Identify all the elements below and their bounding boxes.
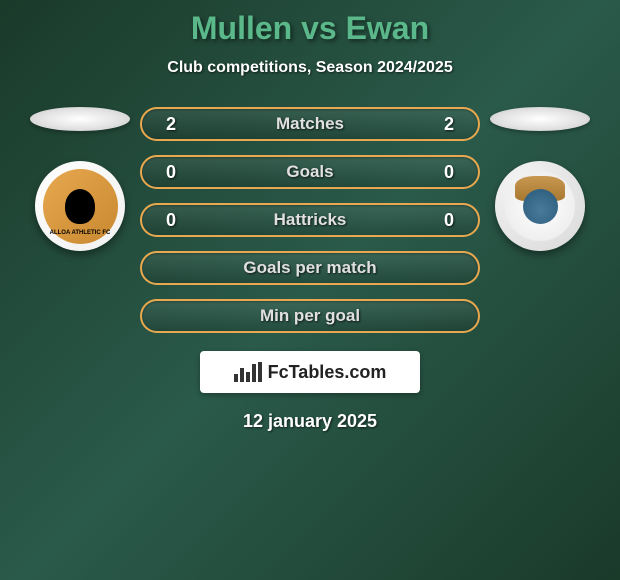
stat-right-val: 0 (434, 210, 464, 231)
chart-icon (234, 362, 262, 382)
right-player-pill (490, 107, 590, 131)
page-title: Mullen vs Ewan (0, 10, 620, 47)
stat-row-matches: 2 Matches 2 (140, 107, 480, 141)
stats-column: 2 Matches 2 0 Goals 0 0 Hattricks 0 Goal… (140, 107, 480, 333)
comparison-widget: Mullen vs Ewan Club competitions, Season… (0, 0, 620, 432)
right-player-column (490, 107, 590, 251)
stat-left-val: 0 (156, 162, 186, 183)
crest-inner: ALLOA ATHLETIC FC (43, 169, 118, 244)
stat-label: Min per goal (186, 306, 434, 326)
brand-link[interactable]: FcTables.com (200, 351, 420, 393)
right-club-crest[interactable] (495, 161, 585, 251)
stat-row-gpm: Goals per match (140, 251, 480, 285)
stat-label: Matches (186, 114, 434, 134)
stat-left-val: 0 (156, 210, 186, 231)
stat-row-mpg: Min per goal (140, 299, 480, 333)
stat-row-goals: 0 Goals 0 (140, 155, 480, 189)
crest-inner (505, 171, 575, 241)
left-player-pill (30, 107, 130, 131)
content-row: ALLOA ATHLETIC FC 2 Matches 2 0 Goals 0 … (0, 107, 620, 333)
stat-right-val: 0 (434, 162, 464, 183)
crest-text: ALLOA ATHLETIC FC (50, 230, 111, 236)
thistle-icon (523, 189, 558, 224)
left-player-column: ALLOA ATHLETIC FC (30, 107, 130, 251)
stat-row-hattricks: 0 Hattricks 0 (140, 203, 480, 237)
left-club-crest[interactable]: ALLOA ATHLETIC FC (35, 161, 125, 251)
stat-right-val: 2 (434, 114, 464, 135)
stat-label: Hattricks (186, 210, 434, 230)
bee-icon (65, 189, 95, 224)
stat-label: Goals per match (186, 258, 434, 278)
stat-label: Goals (186, 162, 434, 182)
date-label: 12 january 2025 (0, 411, 620, 432)
stat-left-val: 2 (156, 114, 186, 135)
brand-text: FcTables.com (268, 362, 387, 383)
page-subtitle: Club competitions, Season 2024/2025 (0, 59, 620, 77)
